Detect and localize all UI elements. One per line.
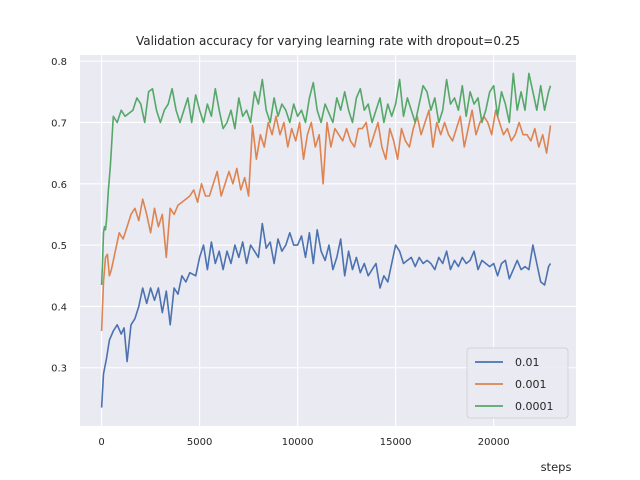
x-tick-labels: 0 5000 10000 15000 20000 (98, 437, 509, 448)
x-tick-label: 0 (98, 437, 104, 448)
chart-title: Validation accuracy for varying learning… (136, 34, 520, 48)
legend: 0.01 0.001 0.0001 (466, 347, 569, 419)
y-tick-label: 0.6 (51, 180, 67, 191)
x-axis-label: steps (541, 460, 572, 474)
x-tick-label: 5000 (187, 437, 212, 448)
x-tick-label: 15000 (380, 437, 412, 448)
legend-label: 0.001 (515, 378, 547, 391)
y-tick-label: 0.3 (51, 364, 67, 375)
series-line-0.01 (100, 222, 552, 408)
y-tick-labels: 0.3 0.4 0.5 0.6 0.7 0.8 (51, 57, 67, 375)
x-tick-label: 10000 (282, 437, 314, 448)
y-tick-label: 0.7 (51, 118, 67, 129)
series-line-0.001 (100, 109, 552, 332)
series-layer (100, 72, 552, 408)
legend-label: 0.0001 (515, 400, 554, 413)
y-tick-label: 0.4 (51, 302, 67, 313)
x-tick-label: 20000 (478, 437, 510, 448)
legend-label: 0.01 (515, 356, 540, 369)
y-tick-label: 0.8 (51, 57, 67, 68)
series-line-0.0001 (100, 72, 552, 286)
legend-box (466, 347, 569, 419)
y-tick-label: 0.5 (51, 241, 67, 252)
